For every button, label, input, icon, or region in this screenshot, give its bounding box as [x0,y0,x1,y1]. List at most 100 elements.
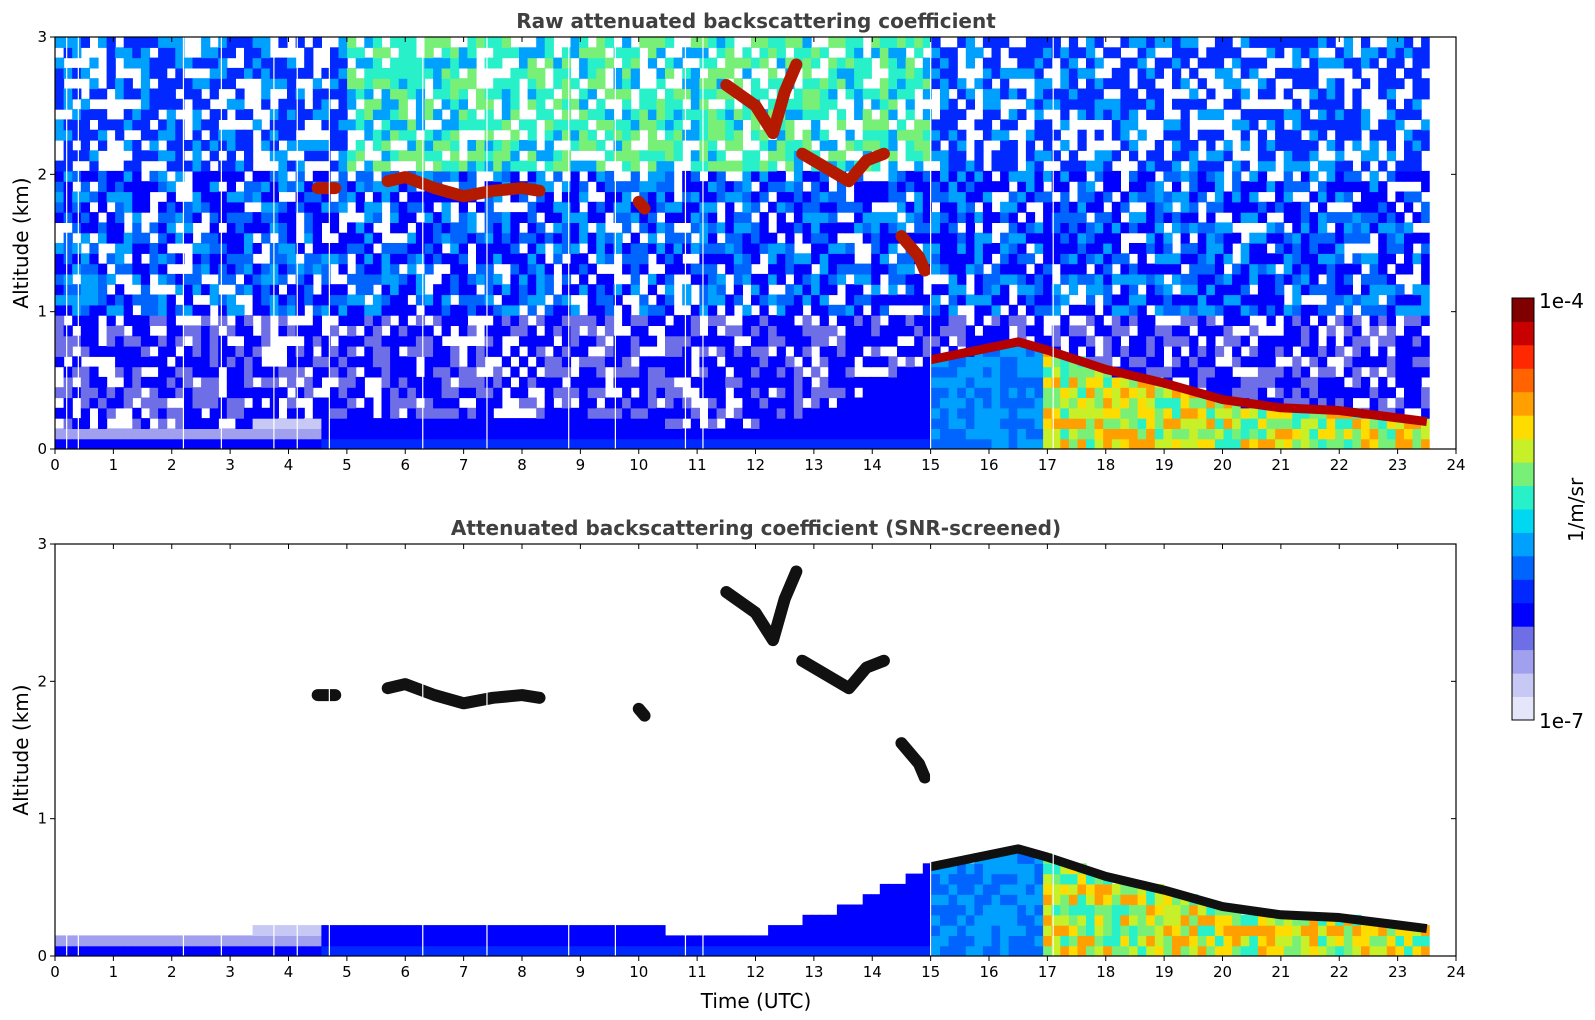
heatmap-cell [519,57,529,69]
heatmap-cell [742,387,752,399]
heatmap-cell [948,273,958,285]
heatmap-cell [1309,263,1319,275]
heatmap-cell [1068,304,1079,316]
heatmap-cell [1180,232,1190,244]
heatmap-cell [329,387,340,399]
heatmap-cell [80,397,90,409]
heatmap-cell [914,284,924,296]
heatmap-cell [1266,88,1276,100]
heatmap-cell [768,366,778,378]
heatmap-cell [630,376,640,388]
heatmap-cell [1275,428,1285,440]
heatmap-cell [364,263,374,275]
heatmap-cell [888,109,898,120]
heatmap-cell [768,438,778,449]
heatmap-cell [1034,222,1044,234]
heatmap-cell [1214,47,1225,59]
heatmap-cell [940,222,950,234]
heatmap-cell [55,294,65,306]
heatmap-cell [338,376,348,388]
heatmap-cell [115,294,125,306]
heatmap-cell [647,57,658,69]
heatmap-cell [1266,304,1276,316]
heatmap-cell [708,273,718,285]
heatmap-cell [364,109,374,120]
heatmap-cell [166,181,176,193]
heatmap-cell [218,140,228,151]
heatmap-cell [1060,212,1070,223]
heatmap-cell [587,304,597,316]
heatmap-cell [708,294,718,306]
heatmap-cell [1189,243,1199,254]
heatmap-cell [948,140,958,151]
heatmap-cell [1352,222,1362,234]
heatmap-cell [338,129,348,141]
heatmap-cell [1343,212,1353,223]
heatmap-cell [1103,418,1113,429]
heatmap-cell [115,88,125,100]
heatmap-cell [278,387,288,399]
heatmap-cell [398,335,408,347]
heatmap-cell [476,150,486,162]
heatmap-cell [828,88,838,100]
heatmap-cell [1120,253,1130,265]
heatmap-cell [1404,160,1414,172]
heatmap-cell [1163,201,1173,213]
heatmap-cell [1051,150,1061,162]
heatmap-cell [132,428,142,440]
heatmap-cell [1335,191,1345,203]
heatmap-cell [407,119,417,131]
heatmap-cell [1008,387,1018,399]
heatmap-cell [1223,201,1233,213]
heatmap-cell [390,243,400,254]
heatmap-cell [484,397,494,409]
heatmap-cell [407,212,417,223]
heatmap-cell [1163,418,1173,429]
heatmap-cell [424,140,434,151]
heatmap-cell [390,119,400,131]
heatmap-cell [424,407,434,419]
heatmap-cell [501,418,511,429]
heatmap-cell [948,160,958,172]
heatmap-cell [390,263,400,275]
heatmap-cell [476,304,486,316]
heatmap-cell [1189,346,1199,357]
heatmap-cell [1292,376,1302,388]
heatmap-cell [1111,67,1121,79]
heatmap-cell [1060,47,1070,59]
heatmap-cell [751,129,761,141]
heatmap-cell [63,98,73,110]
heatmap-cell [1034,356,1044,368]
heatmap-cell [295,294,305,306]
heatmap-cell [1197,366,1207,378]
heatmap-cell [982,243,993,254]
heatmap-cell [1206,232,1216,244]
heatmap-cell [751,160,761,172]
heatmap-cell [561,335,572,347]
heatmap-cell [304,438,314,449]
heatmap-cell [390,407,400,419]
heatmap-cell [690,119,700,131]
heatmap-cell [708,191,718,203]
heatmap-cell [1257,407,1268,419]
heatmap-cell [570,47,580,59]
heatmap-cell [407,129,417,141]
heatmap-cell [1146,243,1156,254]
heatmap-cell [776,150,786,162]
heatmap-cell [398,366,408,378]
heatmap-cell [261,273,271,285]
heatmap-cell [398,284,408,296]
heatmap-cell [785,150,795,162]
heatmap-cell [587,129,597,141]
heatmap-cell [1266,150,1276,162]
heatmap-cell [639,37,649,48]
heatmap-cell [965,57,975,69]
heatmap-cell [922,67,932,79]
heatmap-cell [493,212,503,223]
heatmap-cell [1034,397,1044,409]
heatmap-cell [785,37,795,48]
heatmap-cell [235,387,245,399]
heatmap-cell [304,57,314,69]
heatmap-cell [1275,407,1285,419]
heatmap-cell [338,253,348,265]
